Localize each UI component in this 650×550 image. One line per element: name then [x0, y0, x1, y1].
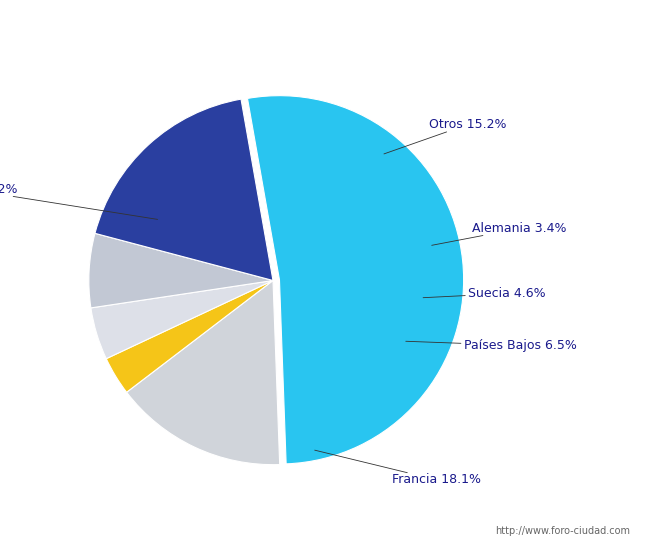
Text: Francia 18.1%: Francia 18.1% — [315, 450, 481, 486]
Text: Portugal 52.2%: Portugal 52.2% — [0, 183, 157, 219]
Wedge shape — [95, 99, 273, 280]
Text: Alemania 3.4%: Alemania 3.4% — [432, 222, 567, 245]
Wedge shape — [127, 280, 280, 465]
Wedge shape — [91, 280, 273, 359]
Wedge shape — [248, 96, 463, 464]
Text: Países Bajos 6.5%: Países Bajos 6.5% — [406, 339, 577, 352]
Wedge shape — [89, 233, 273, 308]
Text: http://www.foro-ciudad.com: http://www.foro-ciudad.com — [495, 526, 630, 536]
Wedge shape — [106, 280, 273, 392]
Text: Otros 15.2%: Otros 15.2% — [384, 118, 506, 154]
Text: Suecia 4.6%: Suecia 4.6% — [423, 287, 545, 300]
Text: Alcántara - Turistas extranjeros según país - Octubre de 2024: Alcántara - Turistas extranjeros según p… — [90, 10, 560, 26]
